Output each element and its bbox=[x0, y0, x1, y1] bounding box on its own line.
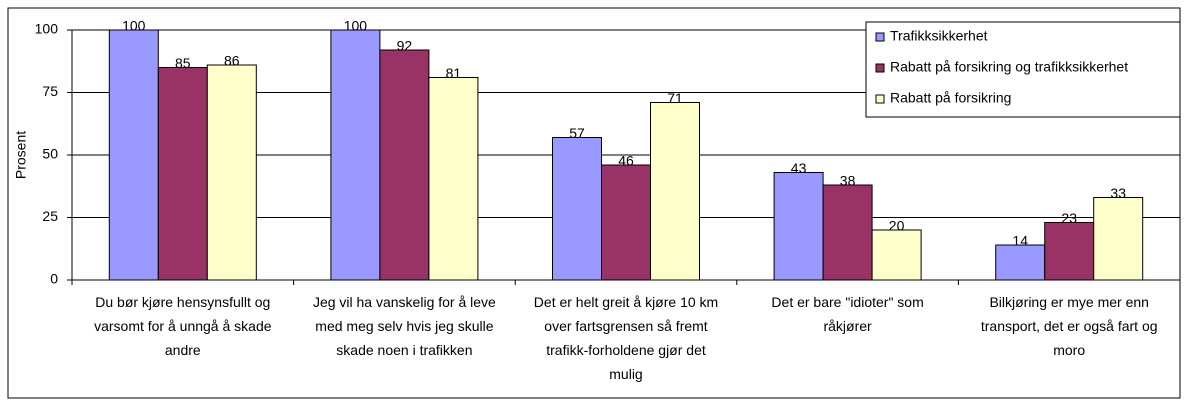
value-label: 33 bbox=[1110, 185, 1126, 201]
legend-marker bbox=[875, 32, 885, 42]
value-label: 92 bbox=[397, 38, 413, 54]
value-label: 43 bbox=[791, 160, 807, 176]
legend-label: Rabatt på forsikring bbox=[890, 90, 1011, 106]
bar bbox=[1044, 222, 1095, 281]
y-axis-label: Prosent bbox=[13, 131, 29, 179]
legend-label: Trafikksikkerhet bbox=[890, 28, 988, 44]
value-label: 23 bbox=[1061, 210, 1077, 226]
bar bbox=[157, 67, 208, 281]
bar bbox=[206, 64, 257, 281]
legend-label: Rabatt på forsikring og trafikksikkerhet bbox=[890, 59, 1128, 75]
bar bbox=[601, 164, 651, 281]
value-label: 20 bbox=[889, 218, 905, 234]
value-label: 100 bbox=[344, 18, 368, 34]
value-label: 57 bbox=[569, 125, 585, 141]
value-label: 71 bbox=[667, 90, 683, 106]
bar bbox=[552, 137, 602, 281]
legend-box bbox=[865, 21, 1181, 118]
value-label: 38 bbox=[840, 173, 856, 189]
bar bbox=[379, 49, 430, 281]
value-label: 100 bbox=[122, 18, 146, 34]
bar bbox=[995, 244, 1046, 281]
bar bbox=[650, 102, 700, 281]
y-tick-label: 50 bbox=[42, 146, 58, 162]
y-tick-label: 0 bbox=[50, 271, 58, 287]
value-label: 14 bbox=[1012, 233, 1028, 249]
bar bbox=[822, 184, 873, 281]
bar bbox=[773, 172, 824, 281]
y-tick-label: 100 bbox=[35, 21, 59, 37]
bar bbox=[1093, 197, 1144, 281]
bar bbox=[428, 77, 479, 281]
x-tick-label: Det er bare "idioter" som råkjører bbox=[771, 294, 924, 334]
x-tick-label: Jeg vil ha vanskelig for å leve med meg … bbox=[312, 294, 496, 358]
value-label: 86 bbox=[224, 53, 240, 69]
x-tick-label: Du bør kjøre hensynsfullt og varsomt for… bbox=[94, 294, 272, 358]
legend-marker bbox=[875, 94, 885, 104]
bar bbox=[108, 29, 159, 281]
legend-marker bbox=[875, 63, 885, 73]
x-tick-label: Det er helt greit å kjøre 10 km over far… bbox=[533, 294, 719, 382]
value-label: 85 bbox=[175, 55, 191, 71]
value-label: 81 bbox=[446, 65, 462, 81]
y-tick-label: 75 bbox=[42, 83, 58, 99]
bar bbox=[871, 229, 922, 281]
bar bbox=[330, 29, 381, 281]
y-tick-label: 25 bbox=[42, 208, 58, 224]
value-label: 46 bbox=[618, 153, 634, 169]
x-tick-label: Bilkjøring er mye mer enn transport, det… bbox=[980, 294, 1158, 358]
